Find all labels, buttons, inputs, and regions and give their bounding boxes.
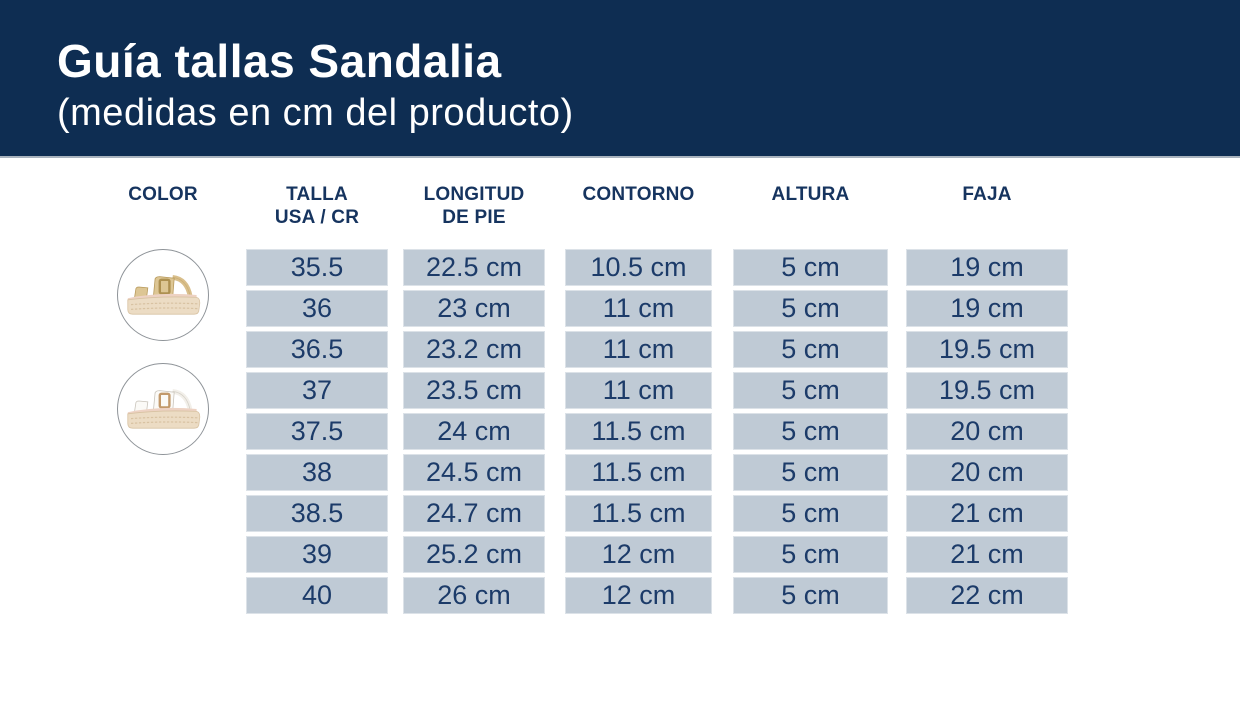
gold-strap-platform-sandal-image (127, 275, 201, 315)
column-header-talla: TALLA USA / CR (246, 183, 388, 229)
cell-altura: 5 cm (733, 536, 888, 573)
cell-talla: 38.5 (246, 495, 388, 532)
white-strap-platform-sandal-image (127, 389, 201, 429)
table-header-row: COLOR TALLA USA / CR LONGITUD DE PIE CON… (0, 183, 1240, 229)
cell-faja: 19 cm (906, 290, 1068, 327)
table-body: 35.5 22.5 cm 10.5 cm 5 cm 19 cm 36 23 cm… (0, 249, 1240, 618)
column-header-contorno: CONTORNO (582, 184, 695, 205)
product-photo-gold-sandal (117, 249, 209, 341)
cell-faja: 20 cm (906, 454, 1068, 491)
cell-talla: 38 (246, 454, 388, 491)
cell-altura: 5 cm (733, 454, 888, 491)
table-row: 40 26 cm 12 cm 5 cm 22 cm (0, 577, 1240, 614)
cell-faja: 21 cm (906, 495, 1068, 532)
cell-faja: 19 cm (906, 249, 1068, 286)
cell-faja: 19.5 cm (906, 331, 1068, 368)
cell-longitud: 26 cm (403, 577, 545, 614)
cell-contorno: 12 cm (565, 577, 712, 614)
cell-altura: 5 cm (733, 331, 888, 368)
cell-contorno: 11 cm (565, 290, 712, 327)
table-row: 36 23 cm 11 cm 5 cm 19 cm (0, 290, 1240, 327)
cell-faja: 19.5 cm (906, 372, 1068, 409)
cell-talla: 36.5 (246, 331, 388, 368)
cell-altura: 5 cm (733, 290, 888, 327)
cell-longitud: 24.5 cm (403, 454, 545, 491)
cell-talla: 39 (246, 536, 388, 573)
header-band: Guía tallas Sandalia (medidas en cm del … (0, 0, 1240, 158)
cell-longitud: 24.7 cm (403, 495, 545, 532)
cell-altura: 5 cm (733, 413, 888, 450)
cell-talla: 40 (246, 577, 388, 614)
cell-contorno: 11 cm (565, 372, 712, 409)
table-row: 38.5 24.7 cm 11.5 cm 5 cm 21 cm (0, 495, 1240, 532)
table-row: 37 23.5 cm 11 cm 5 cm 19.5 cm (0, 372, 1240, 409)
cell-contorno: 11.5 cm (565, 413, 712, 450)
column-header-longitud-line1: LONGITUD (423, 184, 525, 205)
cell-faja: 21 cm (906, 536, 1068, 573)
table-row: 39 25.2 cm 12 cm 5 cm 21 cm (0, 536, 1240, 573)
cell-faja: 22 cm (906, 577, 1068, 614)
table-row: 35.5 22.5 cm 10.5 cm 5 cm 19 cm (0, 249, 1240, 286)
cell-longitud: 25.2 cm (403, 536, 545, 573)
column-header-altura: ALTURA (771, 184, 850, 205)
cell-longitud: 22.5 cm (403, 249, 545, 286)
page-subtitle: (medidas en cm del producto) (57, 92, 574, 134)
column-header-color: COLOR (128, 184, 198, 205)
cell-altura: 5 cm (733, 372, 888, 409)
product-photo-white-sandal (117, 363, 209, 455)
column-header-longitud: LONGITUD DE PIE (403, 183, 545, 229)
cell-altura: 5 cm (733, 577, 888, 614)
cell-contorno: 11 cm (565, 331, 712, 368)
page-title: Guía tallas Sandalia (57, 35, 502, 87)
cell-longitud: 23.5 cm (403, 372, 545, 409)
cell-longitud: 23.2 cm (403, 331, 545, 368)
cell-contorno: 11.5 cm (565, 495, 712, 532)
cell-contorno: 10.5 cm (565, 249, 712, 286)
cell-longitud: 24 cm (403, 413, 545, 450)
cell-talla: 37.5 (246, 413, 388, 450)
column-header-longitud-line2: DE PIE (442, 207, 506, 228)
cell-contorno: 12 cm (565, 536, 712, 573)
table-row: 37.5 24 cm 11.5 cm 5 cm 20 cm (0, 413, 1240, 450)
table-row: 36.5 23.2 cm 11 cm 5 cm 19.5 cm (0, 331, 1240, 368)
cell-talla: 35.5 (246, 249, 388, 286)
column-header-faja: FAJA (962, 184, 1012, 205)
cell-talla: 36 (246, 290, 388, 327)
cell-longitud: 23 cm (403, 290, 545, 327)
cell-altura: 5 cm (733, 249, 888, 286)
cell-talla: 37 (246, 372, 388, 409)
column-header-talla-line1: TALLA (286, 184, 348, 205)
cell-faja: 20 cm (906, 413, 1068, 450)
table-row: 38 24.5 cm 11.5 cm 5 cm 20 cm (0, 454, 1240, 491)
column-header-talla-line2: USA / CR (274, 207, 360, 228)
cell-altura: 5 cm (733, 495, 888, 532)
cell-contorno: 11.5 cm (565, 454, 712, 491)
